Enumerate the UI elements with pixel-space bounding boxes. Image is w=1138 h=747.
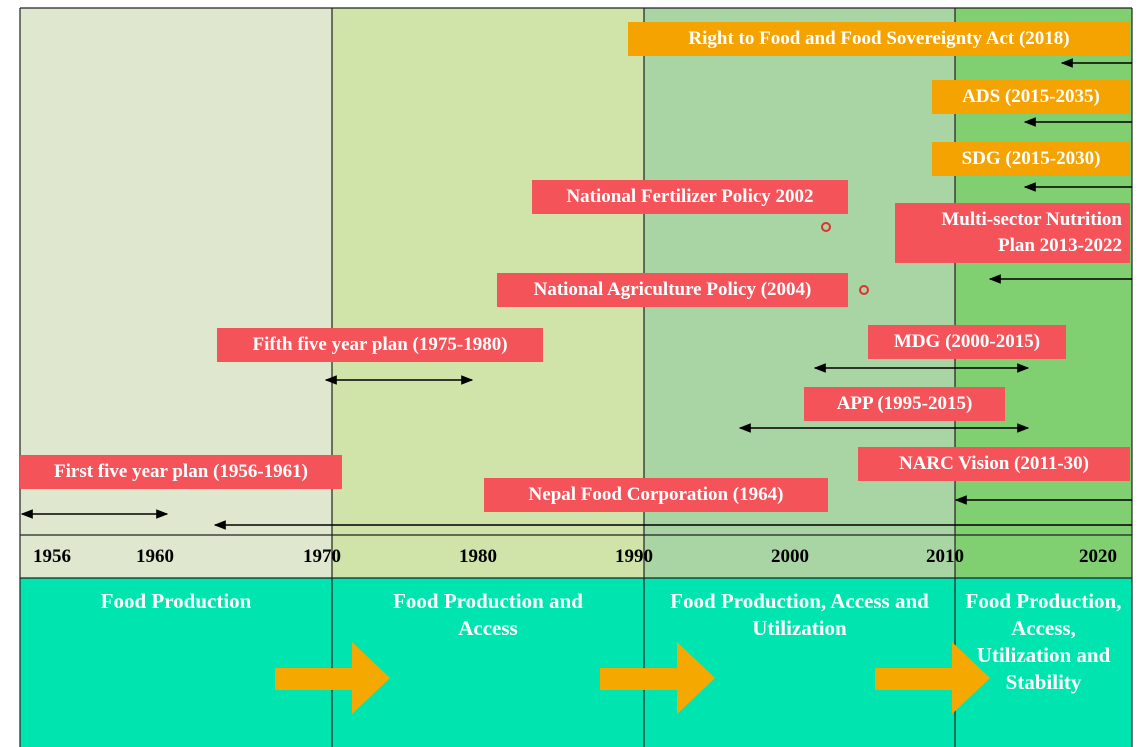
event-label: National Fertilizer Policy 2002 xyxy=(532,180,848,214)
year-label: 1970 xyxy=(303,546,341,567)
event-label: First five year plan (1956-1961) xyxy=(20,455,342,489)
event-label: SDG (2015-2030) xyxy=(932,142,1130,176)
year-label: 1980 xyxy=(459,546,497,567)
era-label: Food Production and Access xyxy=(393,589,583,640)
event-label: NARC Vision (2011-30) xyxy=(858,447,1130,481)
event-label: Fifth five year plan (1975-1980) xyxy=(217,328,543,362)
event-label: ADS (2015-2035) xyxy=(932,80,1130,114)
year-label: 1956 xyxy=(33,546,71,567)
year-label: 1990 xyxy=(615,546,653,567)
point-event xyxy=(821,222,831,232)
event-label: Multi-sector Nutrition Plan 2013-2022 xyxy=(895,203,1130,263)
era-label: Food Production xyxy=(100,589,252,613)
event-label: MDG (2000-2015) xyxy=(868,325,1066,359)
point-event xyxy=(859,285,869,295)
event-label: Nepal Food Corporation (1964) xyxy=(484,478,828,512)
event-label: Right to Food and Food Sovereignty Act (… xyxy=(628,22,1130,56)
era-arrows xyxy=(275,642,990,714)
event-label: National Agriculture Policy (2004) xyxy=(497,273,848,307)
era-band xyxy=(20,578,1132,747)
event-label: APP (1995-2015) xyxy=(804,387,1005,421)
era-label: Food Production, Access, Utilization and… xyxy=(965,589,1122,694)
event-arrows xyxy=(20,58,1132,530)
year-label: 1960 xyxy=(136,546,174,567)
year-label: 2020 xyxy=(1079,546,1117,567)
year-label: 2000 xyxy=(771,546,809,567)
era-label: Food Production, Access and Utilization xyxy=(670,589,929,640)
year-label: 2010 xyxy=(926,546,964,567)
